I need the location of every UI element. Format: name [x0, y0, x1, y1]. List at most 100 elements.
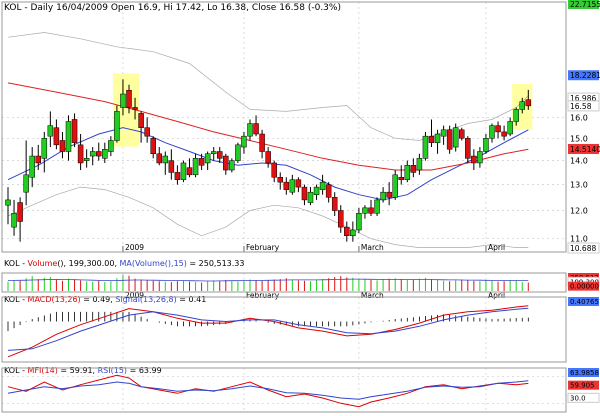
candle-up: [162, 155, 169, 164]
price-tick-label: 11.0: [570, 235, 588, 244]
candle-down: [138, 113, 144, 128]
candle-up: [350, 229, 356, 237]
candle-up: [210, 151, 217, 155]
candle-down: [459, 129, 465, 139]
panel-value-box: [567, 392, 600, 403]
price-tick-label: 13.0: [570, 181, 588, 190]
price-label: 14.5140: [570, 145, 600, 154]
candle-up: [23, 174, 29, 193]
price-label: 16.986: [570, 94, 596, 103]
price-tick-label: 15.0: [570, 134, 588, 143]
candle-up: [392, 174, 398, 198]
candle-down: [301, 186, 308, 201]
date-label: February: [246, 291, 280, 300]
candle-up: [235, 144, 241, 161]
panel-value-label: 0.407651: [570, 298, 600, 306]
candle-down: [35, 155, 41, 164]
candle-up: [41, 138, 48, 159]
candle-up: [120, 93, 126, 108]
candle-down: [71, 119, 78, 143]
date-label: April: [488, 291, 505, 300]
panel-frame-mfi_rsi: [1, 367, 567, 413]
candle-up: [477, 151, 483, 164]
candle-down: [277, 176, 283, 183]
candle-down: [331, 197, 338, 211]
candle-down: [386, 191, 392, 198]
candle-down: [446, 129, 453, 150]
candle-up: [5, 199, 11, 206]
candle-up: [89, 151, 96, 157]
date-label: 2009: [125, 243, 144, 252]
candles: [5, 79, 532, 242]
price-label: 16.58: [570, 102, 592, 111]
candle-up: [192, 158, 199, 176]
candle-down: [223, 155, 229, 171]
candle-down: [295, 179, 302, 188]
candle-up: [241, 135, 247, 148]
candle-down: [344, 226, 350, 237]
candle-up: [416, 158, 423, 171]
candle-up: [452, 127, 459, 148]
overlay-line-bb-upper: [7, 32, 529, 141]
overlay-line-ma-50-: [7, 82, 529, 171]
candle-down: [156, 153, 162, 164]
candle-up: [29, 155, 35, 178]
candle-up: [313, 186, 320, 195]
highlight-boxes: [112, 73, 533, 147]
panel-value-box: [568, 380, 599, 390]
main-panel-frame: [1, 1, 567, 253]
candle-up: [229, 160, 235, 171]
panel-frames: [1, 1, 567, 413]
candle-down: [325, 184, 332, 198]
candle-down: [465, 138, 471, 159]
candle-down: [174, 172, 181, 180]
candle-down: [368, 207, 374, 214]
candle-up: [102, 149, 108, 159]
candle-down: [271, 162, 277, 178]
candle-down: [471, 155, 477, 164]
candle-up: [307, 191, 314, 203]
candle-down: [150, 138, 156, 155]
date-label: February: [246, 243, 280, 252]
panel-label-mfi_rsi: KOL - MFI(14) = 59.91, RSI(15) = 63.99: [4, 366, 162, 375]
candle-up: [356, 212, 362, 231]
candle-up: [380, 191, 386, 201]
panel-frame-volume: [1, 272, 567, 293]
rsi-line: [7, 380, 529, 400]
candle-down: [398, 176, 404, 180]
candle-down: [495, 125, 501, 133]
price-label-box: [568, 143, 599, 154]
candle-down: [217, 151, 223, 159]
panel-label-part: = 0.41: [177, 295, 207, 304]
overlay-line-bb-lower: [7, 186, 529, 248]
candle-down: [168, 160, 175, 173]
macd-line: [7, 305, 529, 358]
date-label: April: [488, 243, 505, 252]
candle-down: [253, 123, 259, 135]
chart-title: KOL - Daily 16/04/2009 Open 16.9, Hi 17.…: [4, 3, 341, 13]
candle-up: [83, 158, 90, 161]
candle-up: [374, 199, 380, 214]
panel-value-box: [568, 368, 599, 377]
price-label-box: [568, 0, 599, 9]
candle-down: [77, 144, 84, 164]
panel-label-part: MACD(13,26): [28, 295, 81, 304]
price-label: 18.2281: [570, 71, 600, 80]
candle-up: [247, 123, 253, 137]
candle-up: [204, 153, 211, 164]
price-label-box: [567, 242, 600, 254]
price-label: 10.688: [570, 244, 596, 253]
candle-up: [483, 138, 489, 152]
price-label-box: [567, 100, 600, 112]
panel-label-prefix: KOL -: [4, 259, 28, 268]
price-axis: 11.0 12.0 13.0 14.0 15.0 16.0 2009 2009 February…: [125, 0, 600, 403]
candle-up: [289, 179, 296, 193]
panel-label-part: = 63.99: [127, 366, 162, 375]
candle-up: [519, 101, 525, 110]
panel-label-part: RSI(15): [98, 366, 127, 375]
price-tick-label: 14.0: [570, 157, 588, 166]
grid: [2, 2, 566, 412]
candle-up: [11, 212, 17, 228]
candle-up: [513, 109, 519, 122]
